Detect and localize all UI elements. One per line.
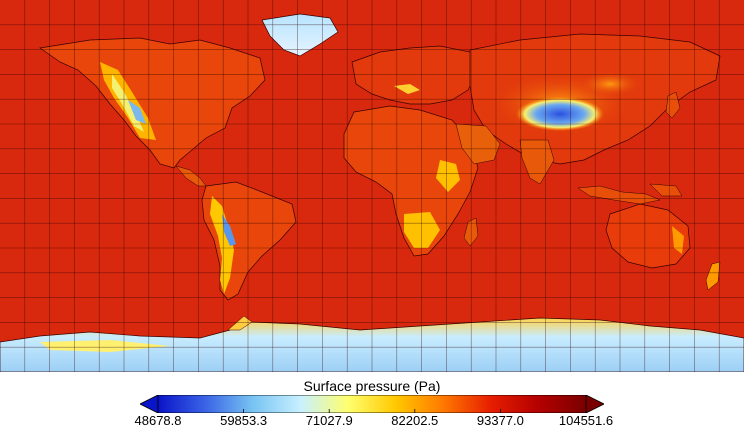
map-canvas: [0, 0, 744, 372]
colorbar-gradient: [157, 395, 587, 413]
tibetan-plateau: [516, 97, 604, 131]
antarctic-peninsula: [227, 315, 253, 331]
surface-pressure-map: [0, 0, 744, 372]
colorbar-tick-label: 93377.0: [476, 413, 524, 428]
altiplano: [222, 214, 236, 246]
new-zealand: [705, 261, 721, 291]
arabian-peninsula: [455, 123, 501, 165]
ethiopian-highlands: [436, 160, 460, 192]
lat-lon-grid: [0, 0, 744, 372]
indonesia-islands: [577, 185, 661, 205]
great-basin: [128, 100, 146, 124]
colorbar-tick-label: 82202.5: [391, 413, 439, 428]
new-guinea: [649, 183, 683, 197]
andes: [210, 196, 234, 294]
colorbar-tick-label: 104551.6: [558, 413, 614, 428]
alps: [394, 84, 420, 94]
north-america-landmass: [39, 37, 266, 169]
colorbar-tick-label: 59853.3: [220, 413, 268, 428]
west-antarctica-coast: [40, 340, 170, 352]
africa-landmass: [343, 105, 479, 257]
great-dividing-range: [672, 226, 684, 254]
colorbar: [140, 395, 604, 413]
australia-landmass: [605, 203, 691, 269]
colorbar-low-extend-arrow: [140, 395, 159, 413]
colorbar-high-extend-arrow: [585, 395, 604, 413]
colorbar-title: Surface pressure (Pa): [303, 378, 441, 394]
mongolian-plateau: [580, 72, 640, 96]
colorbar-tick-label: 71027.9: [305, 413, 353, 428]
colorbar-canvas: [140, 395, 604, 413]
southern-africa-plateau: [404, 212, 440, 248]
colorbar-tick-label: 48678.8: [134, 413, 182, 428]
